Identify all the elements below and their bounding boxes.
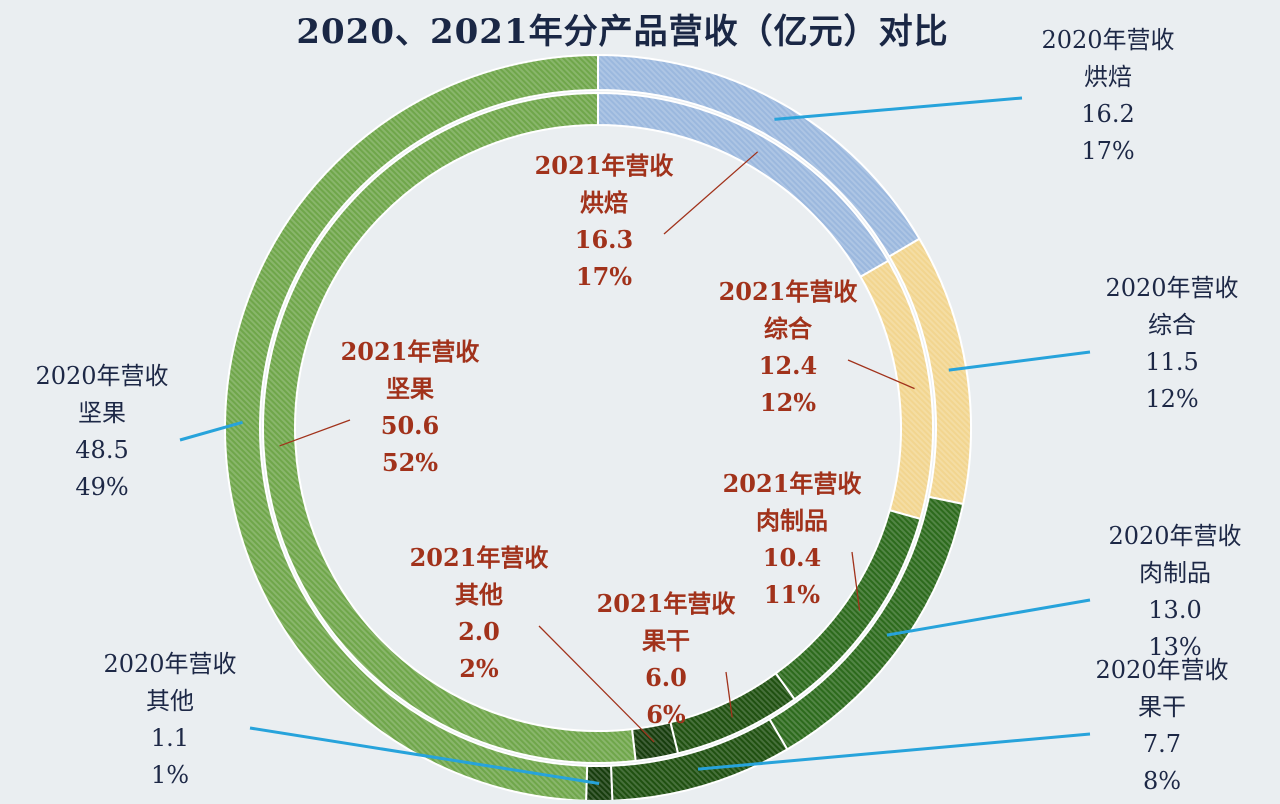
outer-label-5-line-3: 49% [75,473,128,501]
outer-label-0-line-0: 2020年营收 [1041,26,1174,54]
inner-label-3-line-0: 2021年营收 [597,589,736,618]
outer-label-3-line-2: 7.7 [1143,730,1181,758]
inner-leader-line-4 [538,625,655,743]
inner-ring-slice-texture-3 [670,673,795,754]
outer-label-4-line-0: 2020年营收 [103,650,236,678]
inner-label-0-line-2: 16.3 [575,225,633,254]
outer-ring-2020 [224,53,972,802]
outer-label-2-line-2: 13.0 [1148,596,1201,624]
outer-ring-slice-texture-2 [769,496,964,750]
outer-label-2-line-0: 2020年营收 [1108,522,1241,550]
outer-label-1-line-2: 11.5 [1145,348,1198,376]
inner-label-0-line-0: 2021年营收 [535,151,674,180]
outer-label-0-line-3: 17% [1081,137,1134,165]
inner-leader-line-3 [725,671,733,718]
outer-label-2-line-1: 肉制品 [1139,559,1211,587]
outer-label-0-line-2: 16.2 [1081,100,1134,128]
inner-leader-line-0 [663,151,759,235]
outer-label-1-line-3: 12% [1145,385,1198,413]
outer-ring-slice-texture-1 [889,238,971,504]
inner-label-1-line-0: 2021年营收 [719,277,858,306]
inner-label-3-line-2: 6.0 [645,663,687,692]
inner-label-5-line-2: 50.6 [381,411,439,440]
inner-label-2-line-3: 11% [764,580,820,609]
inner-label-2-line-0: 2021年营收 [723,469,862,498]
outer-leader-line-0 [774,96,1023,121]
inner-label-5-line-1: 坚果 [386,374,434,403]
outer-label-5-line-0: 2020年营收 [35,362,168,390]
outer-label-4-line-1: 其他 [146,687,194,715]
inner-leader-line-1 [847,359,915,390]
outer-label-4-line-2: 1.1 [151,724,189,752]
data-labels: 2020年营收烘焙16.217%2020年营收综合11.512%2020年营收肉… [35,26,1241,795]
inner-label-4-line-2: 2.0 [458,617,500,646]
inner-label-4-line-3: 2% [459,654,499,683]
outer-label-1-line-0: 2020年营收 [1105,274,1238,302]
inner-label-4-line-0: 2021年营收 [410,543,549,572]
outer-leader-line-3 [697,732,1091,771]
inner-leader-line-2 [851,551,861,611]
outer-label-3-line-0: 2020年营收 [1095,656,1228,684]
inner-leader-line-5 [279,419,351,447]
outer-ring-slice-texture-0 [598,55,920,257]
inner-ring-slice-texture-2 [775,510,921,700]
outer-ring-slice-texture-4 [586,765,613,802]
inner-ring-2021 [262,91,934,764]
outer-leader-line-1 [948,350,1091,372]
inner-ring-slice-texture-0 [598,93,889,277]
outer-leader-line-4 [249,726,600,785]
outer-leader-line-2 [886,598,1091,637]
outer-label-3-line-1: 果干 [1138,693,1186,721]
leader-lines [179,96,1091,785]
inner-label-2-line-1: 肉制品 [756,506,828,535]
chart-title: 2020、2021年分产品营收（亿元）对比 [296,12,949,52]
inner-label-5-line-0: 2021年营收 [341,337,480,366]
outer-label-3-line-3: 8% [1143,767,1181,795]
outer-label-2-line-3: 13% [1148,633,1201,661]
inner-label-5-line-3: 52% [382,448,438,477]
inner-label-1-line-2: 12.4 [759,351,817,380]
outer-label-5-line-2: 48.5 [75,436,128,464]
outer-ring-slice-texture-3 [610,719,788,801]
outer-label-5-line-1: 坚果 [78,399,126,427]
inner-label-0-line-3: 17% [576,262,632,291]
outer-label-1-line-1: 综合 [1148,311,1196,339]
outer-label-0-line-1: 烘焙 [1084,63,1132,91]
outer-leader-line-5 [179,420,243,442]
inner-label-1-line-3: 12% [760,388,816,417]
inner-label-3-line-3: 6% [646,700,686,729]
inner-label-3-line-1: 果干 [642,626,690,655]
inner-label-2-line-2: 10.4 [763,543,821,572]
inner-label-1-line-1: 综合 [764,314,813,343]
inner-ring-slice-texture-1 [860,260,933,519]
inner-label-4-line-1: 其他 [455,580,503,609]
outer-label-4-line-3: 1% [151,761,189,789]
inner-label-0-line-1: 烘焙 [580,188,628,217]
